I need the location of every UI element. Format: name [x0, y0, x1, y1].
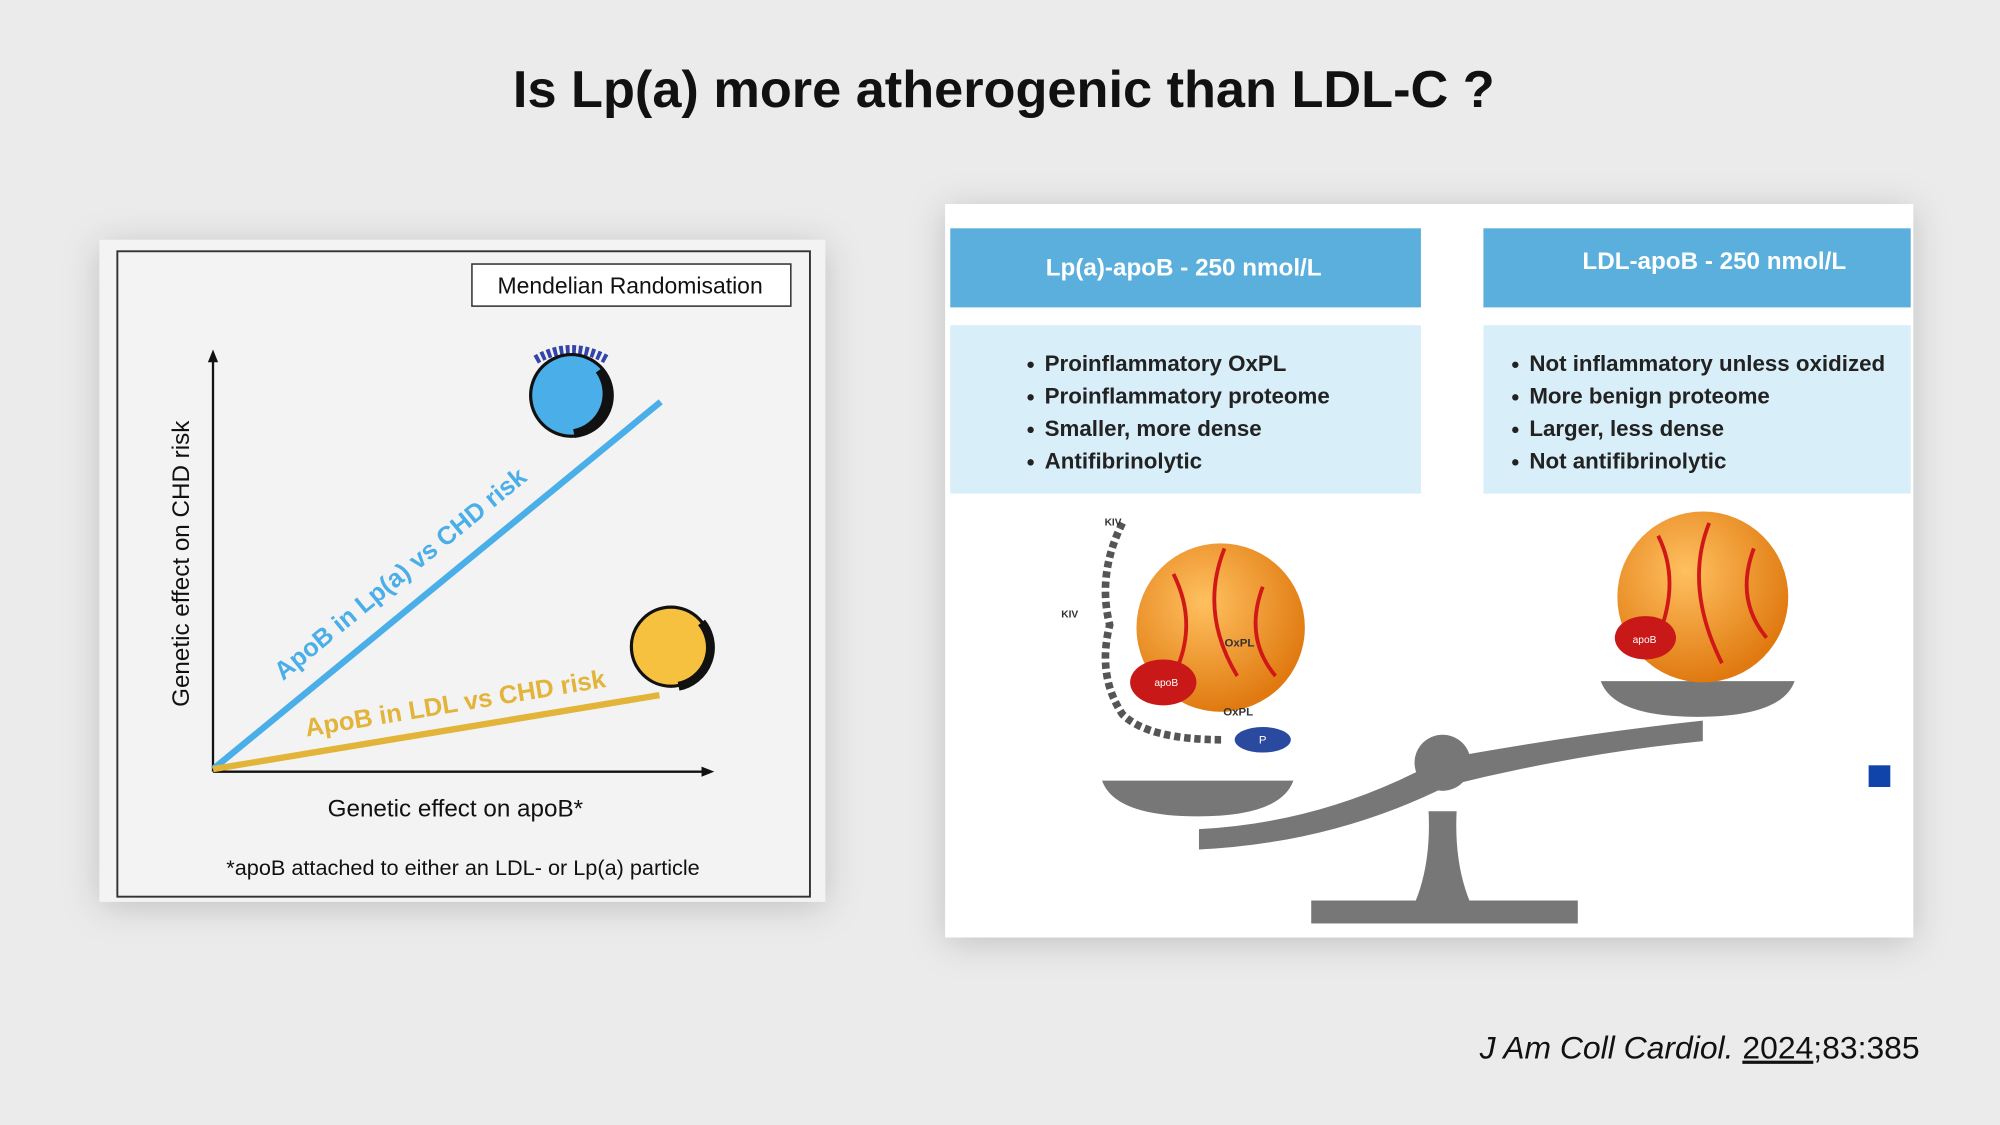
illustration-label: KIV — [1061, 609, 1078, 620]
citation: J Am Coll Cardiol. 2024;83:385 — [1479, 1030, 1920, 1066]
bullet-dot — [1512, 459, 1519, 466]
bullet-text: Proinflammatory OxPL — [1045, 351, 1287, 376]
y-axis-label: Genetic effect on CHD risk — [168, 420, 195, 707]
column-header-bg — [1483, 228, 1911, 308]
left-panel: Mendelian Randomisation Genetic effect o… — [99, 239, 826, 902]
citation-journal: J Am Coll Cardiol. — [1479, 1030, 1734, 1066]
right-panel: Lp(a)-apoB - 250 nmol/L LDL-apoB - 250 n… — [945, 204, 1914, 938]
citation-details: ;83:385 — [1813, 1030, 1919, 1066]
ldl-particle — [629, 605, 715, 691]
panel-border — [116, 250, 811, 898]
column-header: LDL-apoB - 250 nmol/L — [1582, 248, 1846, 275]
bullet-text: Not inflammatory unless oxidized — [1529, 351, 1885, 376]
icon — [1868, 765, 1891, 787]
box-label: Mendelian Randomisation — [497, 272, 762, 298]
balance-scale — [1102, 681, 1795, 924]
bullet-text: Smaller, more dense — [1045, 416, 1262, 441]
panel-bg — [99, 239, 826, 902]
bullet-text: Not antifibrinolytic — [1529, 449, 1726, 474]
bullet-dot — [1027, 361, 1034, 368]
bullet-dot — [1027, 459, 1034, 466]
bullet-dot — [1027, 426, 1034, 434]
illustration-label: P — [1259, 735, 1267, 747]
column-header: Lp(a)-apoB - 250 nmol/L — [1046, 255, 1322, 282]
bullet-box — [950, 325, 1421, 494]
bullet-dot — [1512, 394, 1519, 401]
citation-year: 2024 — [1742, 1030, 1813, 1066]
slide-title: Is Lp(a) more atherogenic than LDL-C ? — [513, 61, 1495, 119]
x-axis-label: Genetic effect on apoB* — [328, 795, 584, 822]
arrow — [701, 766, 715, 777]
lpa-illustration: OxPL OxPL apoB P KIV KIV — [1061, 518, 1305, 753]
bullet-text: Antifibrinolytic — [1045, 449, 1202, 474]
illustration-label: OxPL — [1223, 707, 1253, 719]
arrow — [207, 349, 219, 363]
illustration-label: apoB — [1633, 635, 1657, 646]
bullet-text: Larger, less dense — [1529, 416, 1724, 441]
lpa-particle — [529, 345, 614, 439]
trend-line — [210, 399, 663, 772]
illustration-label: OxPL — [1224, 638, 1254, 650]
bullet-text: Proinflammatory proteome — [1045, 384, 1330, 409]
label-box — [471, 263, 792, 307]
illustration-label: KIV — [1105, 518, 1122, 529]
ldl-illustration: apoB — [1614, 511, 1789, 683]
trend-line — [212, 692, 660, 773]
bullet-dot — [1027, 394, 1034, 401]
bullet-box — [1483, 325, 1911, 494]
bullet-dot — [1512, 426, 1519, 434]
illustration-label: apoB — [1154, 678, 1178, 689]
bullet-dot — [1512, 361, 1519, 368]
bullet-list: Proinflammatory OxPL Proinflammatory prot… — [1027, 351, 1885, 474]
column-header-bg — [950, 228, 1421, 308]
footnote: *apoB attached to either an LDL- or Lp(a… — [226, 855, 699, 880]
bullet-text: More benign proteome — [1529, 384, 1770, 409]
